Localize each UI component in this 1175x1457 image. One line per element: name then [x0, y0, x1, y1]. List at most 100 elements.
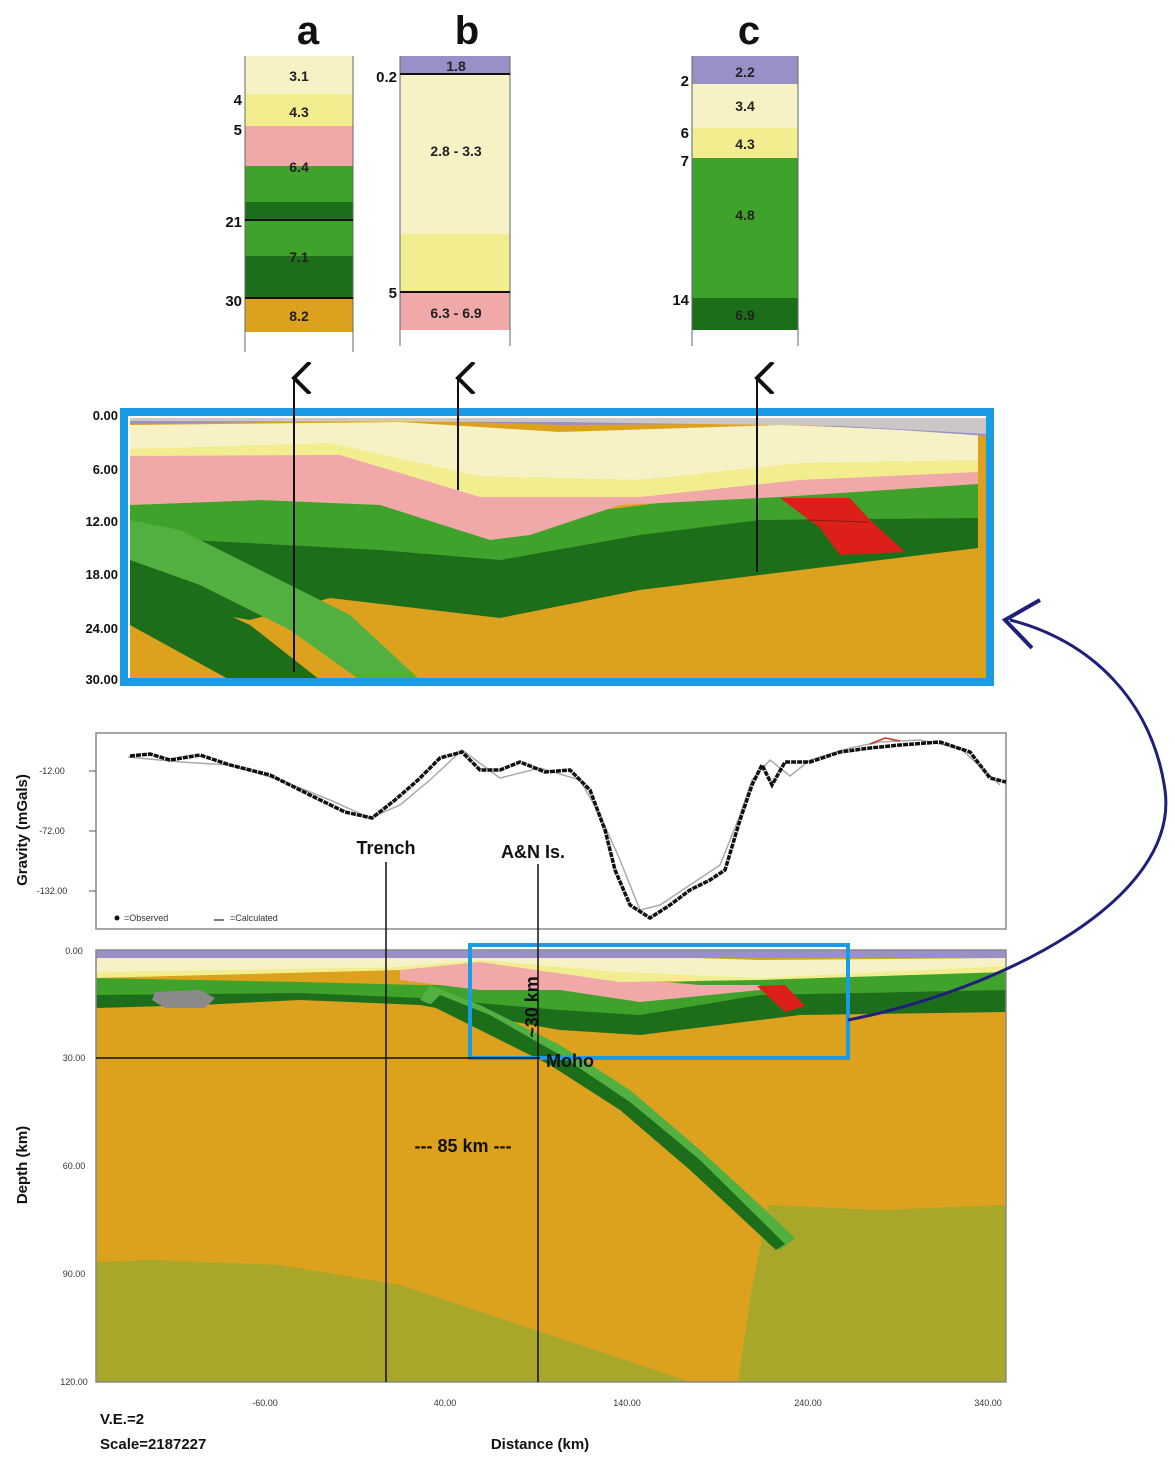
velocity-label: 1.8 [446, 58, 466, 74]
slab-core [430, 995, 785, 1250]
column-c: c 2.2 3.4 4.3 4.8 6.9 2 6 7 14 [672, 9, 799, 346]
velocity-label: 3.4 [735, 98, 755, 114]
depth-tick-label: 30.00 [63, 1053, 86, 1063]
velocity-label: 2.8 - 3.3 [430, 143, 482, 159]
layer-block [245, 94, 353, 126]
depth-tick-label: 0.00 [65, 946, 83, 956]
gravity-tick-label: -12.00 [39, 766, 65, 776]
layer-block [692, 84, 798, 128]
legend-observed: =Observed [124, 913, 168, 923]
slab-core [130, 570, 320, 680]
depth-tick-label: 120.00 [60, 1377, 88, 1387]
layer-block [400, 292, 510, 330]
velocity-label: 2.2 [735, 64, 755, 80]
observed-curve [129, 740, 1007, 921]
gravity-frame [95, 732, 1007, 930]
boundary-depth-label: 4 [234, 92, 243, 109]
depth-frame [95, 949, 1007, 1383]
depth-tick-label: 90.00 [63, 1269, 86, 1279]
column-letter: b [455, 9, 479, 53]
slab-layer [130, 520, 420, 680]
layer-block [400, 74, 510, 234]
boundary-depth-label: 5 [234, 122, 242, 139]
layer-block [245, 126, 353, 166]
depth-axis-title: Depth (km) [14, 1126, 31, 1204]
layer-block [245, 166, 353, 202]
zoom-link-arrowhead [1001, 598, 1041, 650]
layer-block [245, 256, 353, 298]
legend-observed-marker [114, 915, 120, 921]
trench-label: Trench [356, 838, 415, 858]
crust-layer [96, 970, 1006, 1015]
boundary-depth-label: 0.2 [376, 69, 397, 86]
distance-tick-label: 340.00 [974, 1398, 1002, 1408]
velocity-label: 8.2 [289, 308, 309, 324]
velocity-label: 6.9 [735, 307, 755, 323]
depth-tick-label: 6.00 [93, 462, 118, 477]
layer-block [400, 234, 510, 292]
distance-label: --- 85 km --- [414, 1136, 511, 1156]
layer-block [245, 220, 353, 256]
depth-tick-label: 18.00 [85, 567, 118, 582]
layer-block [245, 56, 353, 94]
column-a: a 3.1 4.3 6.4 7.1 8.2 4 5 21 30 [225, 9, 354, 352]
deep-mantle-right [738, 1205, 1006, 1382]
depth-tick-label: 30.00 [85, 672, 118, 687]
sediment-yellow-layer [130, 442, 978, 497]
column-letter: c [738, 9, 760, 53]
scale-label: Scale=2187227 [100, 1436, 206, 1453]
distance-tick-label: 240.00 [794, 1398, 822, 1408]
depth-tick-label: 24.00 [85, 621, 118, 636]
gravity-tick-label: -132.00 [37, 886, 68, 896]
islands-label: A&N Is. [501, 842, 565, 862]
gravity-panel: -12.00 -72.00 -132.00 Gravity (mGals) =O… [14, 732, 1007, 930]
sediment-light-layer [96, 955, 1006, 978]
zoom-indicator-box [468, 943, 850, 1060]
layer-block [692, 56, 798, 84]
distance-axis-title: Distance (km) [491, 1436, 589, 1453]
legend-calculated: =Calculated [230, 913, 278, 923]
boundary-depth-label: 5 [389, 285, 397, 302]
gravity-tick-label: -72.00 [39, 826, 65, 836]
velocity-label: 7.1 [289, 249, 309, 265]
depth-tick-label: 0.00 [93, 408, 118, 423]
boundary-depth-label: 21 [225, 214, 242, 231]
zoom-frame [120, 408, 994, 686]
layer-block [400, 330, 510, 346]
vertical-exaggeration: V.E.=2 [100, 1411, 144, 1428]
gravity-axis-title: Gravity (mGals) [14, 774, 31, 886]
depth-tick-label: 60.00 [63, 1161, 86, 1171]
column-b: b 1.8 2.8 - 3.3 6.3 - 6.9 0.2 5 [376, 9, 511, 346]
layer-block [692, 330, 798, 346]
boundary-depth-label: 14 [672, 292, 689, 309]
intrusion-block [757, 985, 805, 1012]
zoomed-section: 0.00 6.00 12.00 18.00 24.00 30.00 [85, 378, 994, 687]
layer-block [245, 298, 353, 332]
layer-block [692, 128, 798, 158]
distance-tick-label: -60.00 [252, 1398, 278, 1408]
upper-crust-layer [400, 960, 760, 1002]
boundary-depth-label: 7 [681, 153, 689, 170]
velocity-label: 4.8 [735, 207, 755, 223]
boundary-depth-label: 30 [225, 293, 242, 310]
layer-block [692, 158, 798, 298]
deep-mantle-left [96, 1260, 690, 1382]
velocity-label: 3.1 [289, 68, 309, 84]
sediment-light-layer [130, 422, 978, 480]
distance-tick-label: 140.00 [613, 1398, 641, 1408]
velocity-label: 6.4 [289, 159, 309, 175]
velocity-label: 6.3 - 6.9 [430, 305, 482, 321]
gray-body [152, 990, 215, 1008]
layer-block [400, 56, 510, 74]
depth-section: Moho ~30 km --- 85 km --- 0.00 30.00 60.… [14, 862, 1007, 1453]
distance-tick-label: 40.00 [434, 1398, 457, 1408]
depth-tick-label: 12.00 [85, 514, 118, 529]
layer-block [245, 202, 353, 220]
water-layer [96, 950, 1006, 958]
velocity-label: 4.3 [289, 104, 309, 120]
layer-block [245, 332, 353, 350]
moho-label: Moho [546, 1051, 594, 1071]
velocity-label: 4.3 [735, 136, 755, 152]
layer-block [692, 298, 798, 330]
